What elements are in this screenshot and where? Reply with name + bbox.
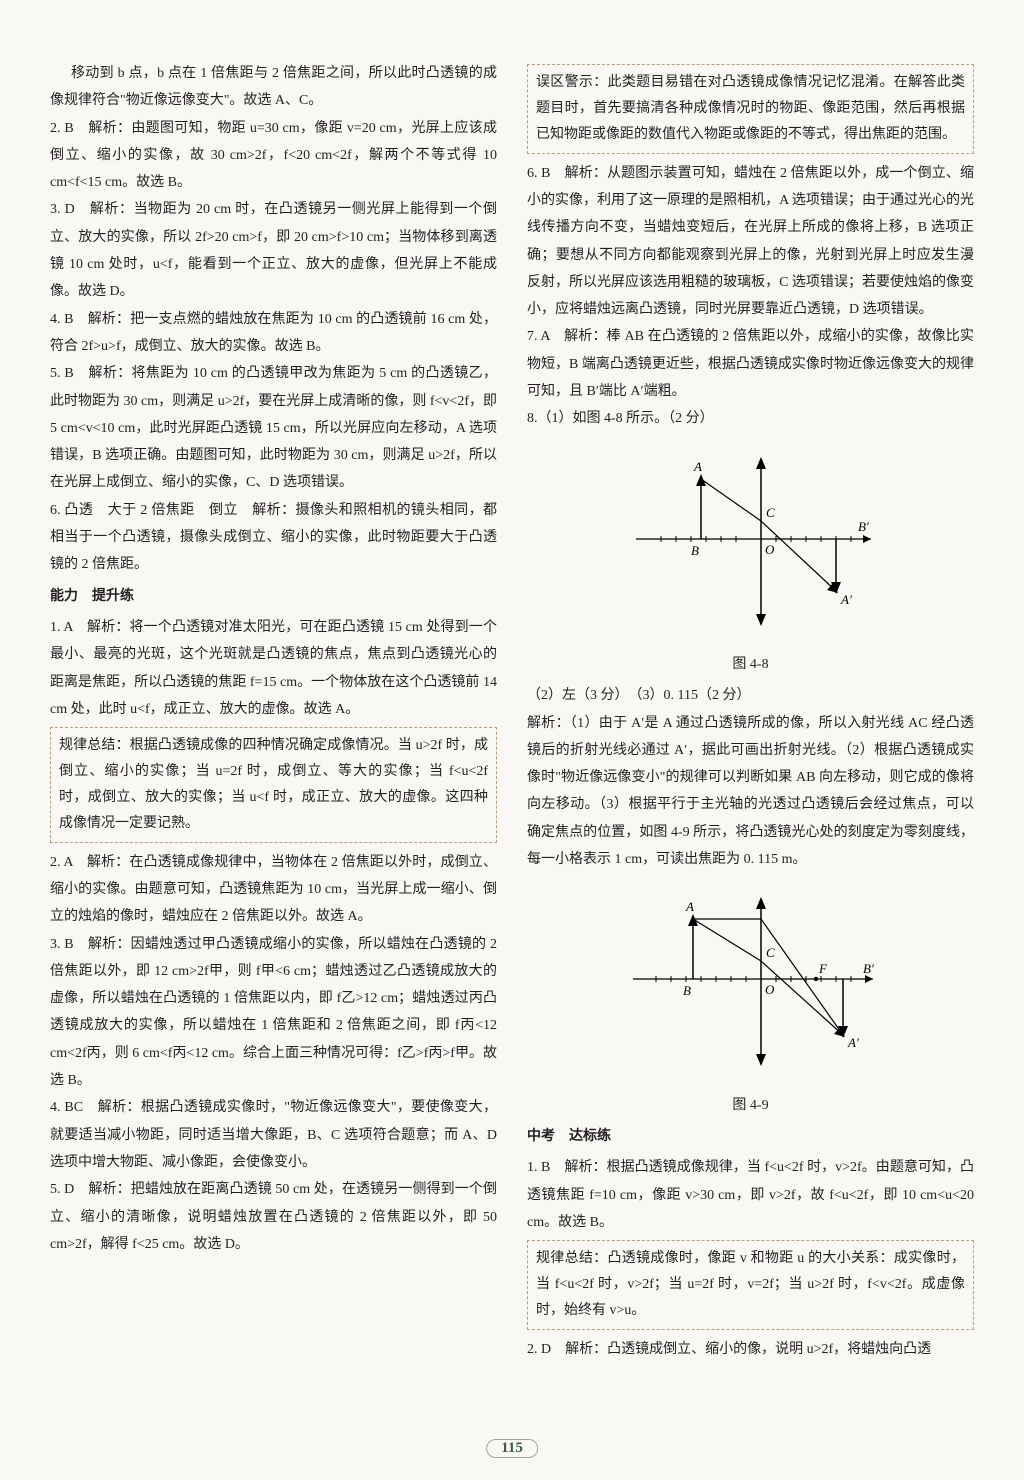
item-8-explain: 解析：（1）由于 A′是 A 通过凸透镜所成的像，所以入射光线 AC 经凸透镜后… [527, 710, 974, 874]
item-6b: 6. B 解析：从题图示装置可知，蜡烛在 2 倍焦距以外，成一个倒立、缩小的实像… [527, 160, 974, 324]
svg-text:C: C [766, 505, 775, 520]
item-8-sub: （2）左（3 分） （3）0. 115（2 分） [527, 682, 974, 709]
svg-text:A′: A′ [847, 1035, 859, 1050]
diagram-4-8-label: 图 4-8 [527, 651, 974, 678]
tip-box-rules: 规律总结：根据凸透镜成像的四种情况确定成像情况。当 u>2f 时，成倒立、缩小的… [50, 727, 497, 843]
zk-1b: 1. B 解析：根据凸透镜成像规律，当 f<u<2f 时，v>2f。由题意可知，… [527, 1154, 974, 1236]
two-column-layout: 移动到 b 点，b 点在 1 倍焦距与 2 倍焦距之间，所以此时凸透镜的成像规律… [50, 60, 974, 1400]
page-number: 115 [486, 1439, 538, 1458]
item-5b: 5. B 解析：将焦距为 10 cm 的凸透镜甲改为焦距为 5 cm 的凸透镜乙… [50, 360, 497, 496]
svg-text:O: O [765, 982, 775, 997]
item-4b: 4. B 解析：把一支点燃的蜡烛放在焦距为 10 cm 的凸透镜前 16 cm … [50, 306, 497, 361]
section-zhongkao: 中考 达标练 [527, 1123, 974, 1150]
diagram-4-9-label: 图 4-9 [527, 1092, 974, 1119]
ability-4bc: 4. BC 解析：根据凸透镜成实像时，"物近像远像变大"，要使像变大，就要适当减… [50, 1094, 497, 1176]
svg-text:C: C [766, 945, 775, 960]
svg-text:A: A [693, 459, 702, 474]
left-column: 移动到 b 点，b 点在 1 倍焦距与 2 倍焦距之间，所以此时凸透镜的成像规律… [50, 60, 497, 1400]
diagram-4-8: A B O C B′ A′ [621, 439, 881, 639]
svg-text:O: O [765, 542, 775, 557]
item-2b: 2. B 解析：由题图可知，物距 u=30 cm，像距 v=20 cm，光屏上应… [50, 115, 497, 197]
ability-5d: 5. D 解析：把蜡烛放在距离凸透镜 50 cm 处，在透镜另一侧得到一个倒立、… [50, 1176, 497, 1258]
svg-text:B′: B′ [858, 519, 869, 534]
svg-text:A: A [685, 899, 694, 914]
diagram-4-9: A B O C F B′ A′ [621, 879, 881, 1079]
tip-box-rules-2: 规律总结：凸透镜成像时，像距 v 和物距 u 的大小关系：成实像时，当 f<u<… [527, 1240, 974, 1330]
svg-text:B: B [683, 983, 691, 998]
item-7a: 7. A 解析：棒 AB 在凸透镜的 2 倍焦距以外，成缩小的实像，故像比实物短… [527, 323, 974, 405]
zk-2d: 2. D 解析：凸透镜成倒立、缩小的像，说明 u>2f，将蜡烛向凸透 [527, 1336, 974, 1363]
section-ability: 能力 提升练 [50, 583, 497, 610]
svg-text:B: B [691, 543, 699, 558]
tip-box-warning: 误区警示：此类题目易错在对凸透镜成像情况记忆混淆。在解答此类题目时，首先要搞清各… [527, 64, 974, 154]
ability-1a: 1. A 解析：将一个凸透镜对准太阳光，可在距凸透镜 15 cm 处得到一个最小… [50, 614, 497, 723]
svg-text:A′: A′ [840, 592, 852, 607]
ability-3b: 3. B 解析：因蜡烛透过甲凸透镜成缩小的实像，所以蜡烛在凸透镜的 2 倍焦距以… [50, 931, 497, 1095]
item-3d: 3. D 解析：当物距为 20 cm 时，在凸透镜另一侧光屏上能得到一个倒立、放… [50, 196, 497, 305]
diagram-4-9-wrap: A B O C F B′ A′ 图 4-9 [527, 879, 974, 1119]
item-6: 6. 凸透 大于 2 倍焦距 倒立 解析：摄像头和照相机的镜头相同，都相当于一个… [50, 497, 497, 579]
right-column: 误区警示：此类题目易错在对凸透镜成像情况记忆混淆。在解答此类题目时，首先要搞清各… [527, 60, 974, 1400]
page-number-value: 115 [486, 1439, 538, 1458]
svg-text:F: F [818, 961, 828, 976]
diagram-4-8-wrap: A B O C B′ A′ 图 4-8 [527, 439, 974, 679]
item-8: 8.（1）如图 4-8 所示。（2 分） [527, 405, 974, 432]
svg-text:B′: B′ [863, 961, 874, 976]
para-continuation: 移动到 b 点，b 点在 1 倍焦距与 2 倍焦距之间，所以此时凸透镜的成像规律… [50, 60, 497, 115]
ability-2a: 2. A 解析：在凸透镜成像规律中，当物体在 2 倍焦距以外时，成倒立、缩小的实… [50, 849, 497, 931]
